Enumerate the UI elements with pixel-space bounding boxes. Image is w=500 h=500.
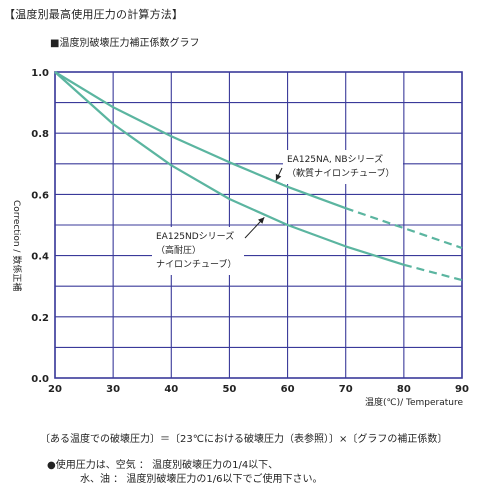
- y-tick-label: 0.0: [31, 374, 49, 385]
- correction-chart: 0.0 0.2 0.4 0.6 0.8 1.0 20 30 40 50 60 70 80 90 EA12…: [11, 68, 469, 408]
- annotation-bg-0: [283, 150, 403, 184]
- y-tick-label: 0.2: [31, 313, 49, 324]
- annotation-arrowhead-0: [275, 173, 282, 181]
- note-water-oil: 水、油 ： 温度別破壊圧力の1/6以下でご使用下さい。: [80, 474, 323, 485]
- x-tick-label: 30: [106, 384, 120, 395]
- x-tick-label: 90: [455, 384, 469, 395]
- note-air: ●使用圧力は、空気 ： 温度別破壊圧力の1/4以下、: [47, 460, 279, 471]
- series-line-dashed-1: [403, 263, 463, 282]
- y-axis-label: Correction / 数係正補: [11, 200, 23, 291]
- series-line-1: [54, 71, 405, 266]
- annotation-arrowhead-1: [258, 217, 265, 224]
- data-series: [54, 71, 463, 282]
- grid-lines: [54, 71, 463, 379]
- y-tick-label: 0.8: [31, 129, 49, 140]
- y-tick-labels: 0.0 0.2 0.4 0.6 0.8 1.0: [31, 68, 49, 385]
- x-tick-label: 50: [222, 384, 236, 395]
- y-tick-label: 0.6: [31, 190, 49, 201]
- page-heading: 【温度別最高使用圧力の計算方法】: [4, 8, 184, 21]
- y-tick-label: 0.4: [31, 252, 49, 263]
- series-annotations: EA125NA, NBシリーズ （軟質ナイロンチューブ） EA125NDシリーズ （高…: [152, 150, 403, 275]
- formula-text: 〔ある温度での破壊圧力〕＝〔23℃における破壊圧力（表参照）〕×〔グラフの補正係…: [40, 434, 448, 445]
- x-tick-label: 80: [397, 384, 411, 395]
- x-tick-label: 70: [339, 384, 353, 395]
- series-label-line: EA125NDシリーズ: [156, 230, 234, 242]
- x-tick-label: 60: [281, 384, 295, 395]
- series-label-line: EA125NA, NBシリーズ: [287, 153, 383, 165]
- series-line-dashed-0: [345, 207, 463, 250]
- series-label-line: （高耐圧）: [156, 244, 201, 256]
- x-tick-label: 20: [48, 384, 62, 395]
- x-axis-label: 温度(℃)/ Temperature: [365, 396, 463, 408]
- chart-subtitle: ■温度別破壊圧力補正係数グラフ: [50, 38, 200, 49]
- x-tick-labels: 20 30 40 50 60 70 80 90: [48, 384, 469, 395]
- y-tick-label: 1.0: [31, 68, 49, 79]
- series-label-line: ナイロンチューブ）: [156, 258, 236, 270]
- annotation-bg-1: [152, 227, 244, 275]
- series-label-line: （軟質ナイロンチューブ）: [287, 167, 394, 179]
- x-tick-label: 40: [164, 384, 178, 395]
- series-line-0: [54, 71, 347, 210]
